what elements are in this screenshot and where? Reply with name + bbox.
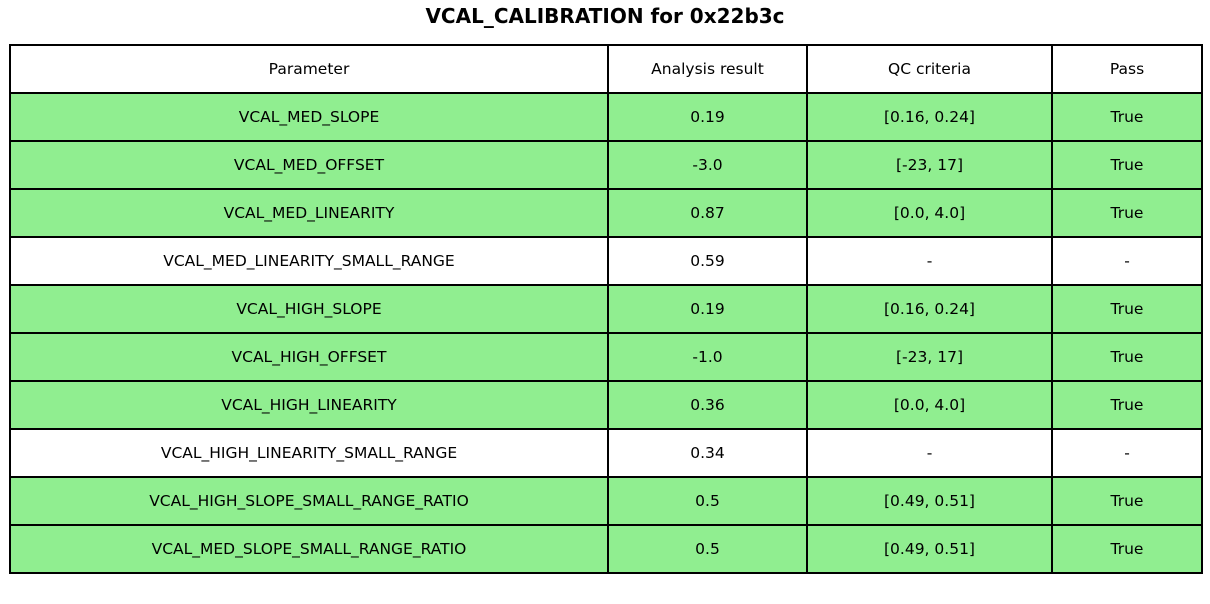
qc-criteria-cell: - [806, 236, 1053, 286]
column-header-qc-criteria: QC criteria [806, 44, 1053, 94]
analysis-result-cell: 0.87 [607, 188, 808, 238]
table-row: VCAL_MED_LINEARITY 0.87 [0.0, 4.0] True [9, 188, 1203, 238]
parameter-cell: VCAL_HIGH_SLOPE_SMALL_RANGE_RATIO [9, 476, 609, 526]
qc-criteria-cell: [0.49, 0.51] [806, 476, 1053, 526]
parameter-cell: VCAL_HIGH_SLOPE [9, 284, 609, 334]
pass-cell: True [1051, 476, 1203, 526]
parameter-cell: VCAL_MED_LINEARITY_SMALL_RANGE [9, 236, 609, 286]
table-row: VCAL_MED_SLOPE_SMALL_RANGE_RATIO 0.5 [0.… [9, 524, 1203, 574]
header-row: Parameter Analysis result QC criteria Pa… [9, 44, 1203, 94]
table-row: VCAL_HIGH_LINEARITY 0.36 [0.0, 4.0] True [9, 380, 1203, 430]
qc-table: Parameter Analysis result QC criteria Pa… [9, 44, 1203, 574]
analysis-result-cell: 0.19 [607, 284, 808, 334]
qc-criteria-cell: [0.16, 0.24] [806, 284, 1053, 334]
table-row: VCAL_HIGH_OFFSET -1.0 [-23, 17] True [9, 332, 1203, 382]
pass-cell: True [1051, 284, 1203, 334]
pass-cell: True [1051, 524, 1203, 574]
analysis-result-cell: 0.34 [607, 428, 808, 478]
pass-cell: - [1051, 428, 1203, 478]
pass-cell: True [1051, 140, 1203, 190]
qc-criteria-cell: [0.16, 0.24] [806, 92, 1053, 142]
page-title: VCAL_CALIBRATION for 0x22b3c [425, 4, 785, 28]
analysis-result-cell: 0.59 [607, 236, 808, 286]
column-header-parameter: Parameter [9, 44, 609, 94]
table-row: VCAL_HIGH_SLOPE 0.19 [0.16, 0.24] True [9, 284, 1203, 334]
parameter-cell: VCAL_MED_OFFSET [9, 140, 609, 190]
analysis-result-cell: 0.5 [607, 476, 808, 526]
parameter-cell: VCAL_HIGH_LINEARITY [9, 380, 609, 430]
column-header-analysis-result: Analysis result [607, 44, 808, 94]
table-row: VCAL_MED_OFFSET -3.0 [-23, 17] True [9, 140, 1203, 190]
table-row: VCAL_HIGH_SLOPE_SMALL_RANGE_RATIO 0.5 [0… [9, 476, 1203, 526]
pass-cell: True [1051, 332, 1203, 382]
pass-cell: True [1051, 380, 1203, 430]
analysis-result-cell: 0.5 [607, 524, 808, 574]
analysis-result-cell: -1.0 [607, 332, 808, 382]
qc-criteria-cell: [-23, 17] [806, 140, 1053, 190]
parameter-cell: VCAL_MED_LINEARITY [9, 188, 609, 238]
analysis-result-cell: -3.0 [607, 140, 808, 190]
qc-criteria-cell: [0.0, 4.0] [806, 380, 1053, 430]
qc-criteria-cell: [0.49, 0.51] [806, 524, 1053, 574]
qc-criteria-cell: [-23, 17] [806, 332, 1053, 382]
qc-table-body: VCAL_MED_SLOPE 0.19 [0.16, 0.24] True VC… [9, 92, 1203, 574]
table-row: VCAL_HIGH_LINEARITY_SMALL_RANGE 0.34 - - [9, 428, 1203, 478]
pass-cell: True [1051, 92, 1203, 142]
table-row: VCAL_MED_SLOPE 0.19 [0.16, 0.24] True [9, 92, 1203, 142]
parameter-cell: VCAL_MED_SLOPE [9, 92, 609, 142]
qc-table-header: Parameter Analysis result QC criteria Pa… [9, 44, 1203, 94]
parameter-cell: VCAL_HIGH_OFFSET [9, 332, 609, 382]
pass-cell: - [1051, 236, 1203, 286]
parameter-cell: VCAL_HIGH_LINEARITY_SMALL_RANGE [9, 428, 609, 478]
pass-cell: True [1051, 188, 1203, 238]
analysis-result-cell: 0.19 [607, 92, 808, 142]
qc-criteria-cell: - [806, 428, 1053, 478]
column-header-pass: Pass [1051, 44, 1203, 94]
parameter-cell: VCAL_MED_SLOPE_SMALL_RANGE_RATIO [9, 524, 609, 574]
table-row: VCAL_MED_LINEARITY_SMALL_RANGE 0.59 - - [9, 236, 1203, 286]
qc-criteria-cell: [0.0, 4.0] [806, 188, 1053, 238]
analysis-result-cell: 0.36 [607, 380, 808, 430]
